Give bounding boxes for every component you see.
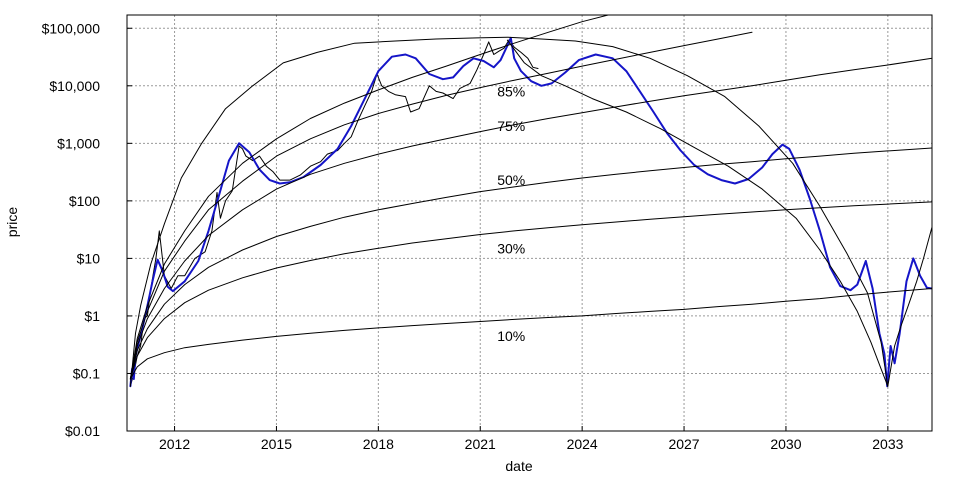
x-tick-label: 2027	[668, 436, 699, 452]
y-tick-label: $100	[69, 193, 100, 209]
series-layer	[129, 15, 932, 388]
series-line-3	[506, 39, 889, 387]
series-line-4	[887, 226, 932, 387]
y-tick-label: $10,000	[49, 78, 100, 94]
grid-lines	[127, 15, 932, 432]
band-label: 85%	[497, 83, 525, 99]
x-tick-label: 2033	[872, 436, 903, 452]
y-tick-label: $10	[77, 250, 101, 266]
y-tick-label: $0.01	[65, 423, 100, 439]
series-line-8	[129, 147, 932, 380]
x-tick-label: 2024	[567, 436, 598, 452]
band-label: 30%	[497, 240, 525, 256]
x-tick-label: 2012	[159, 436, 190, 452]
band-label: 10%	[497, 328, 525, 344]
x-tick-label: 2018	[363, 436, 394, 452]
band-labels: 85% 75% 50% 30% 10%	[497, 83, 525, 344]
x-tick-label: 2030	[770, 436, 801, 452]
x-tick-label: 2021	[465, 436, 496, 452]
plot-frame	[126, 14, 933, 432]
y-axis: $0.01 $0.1 $1 $10 $100 $1,000 $10,000 $100,000	[42, 20, 132, 439]
x-axis: 2012 2015 2018 2021 2024 2027 2030 2033	[159, 426, 904, 452]
series-line-0	[129, 39, 539, 387]
y-tick-label: $100,000	[42, 20, 101, 36]
x-tick-label: 2015	[261, 436, 292, 452]
series-line-10	[129, 288, 932, 380]
y-axis-label: price	[4, 207, 20, 238]
y-tick-label: $0.1	[73, 365, 100, 381]
series-line-6	[129, 31, 753, 380]
series-line-1	[129, 36, 932, 388]
series-line-5	[129, 15, 611, 380]
series-line-2	[129, 36, 889, 387]
band-label: 75%	[497, 118, 525, 134]
series-line-7	[129, 57, 932, 380]
x-axis-label: date	[505, 458, 532, 474]
band-label: 50%	[497, 172, 525, 188]
y-tick-label: $1	[84, 308, 100, 324]
y-tick-label: $1,000	[57, 135, 100, 151]
series-line-9	[129, 201, 932, 380]
